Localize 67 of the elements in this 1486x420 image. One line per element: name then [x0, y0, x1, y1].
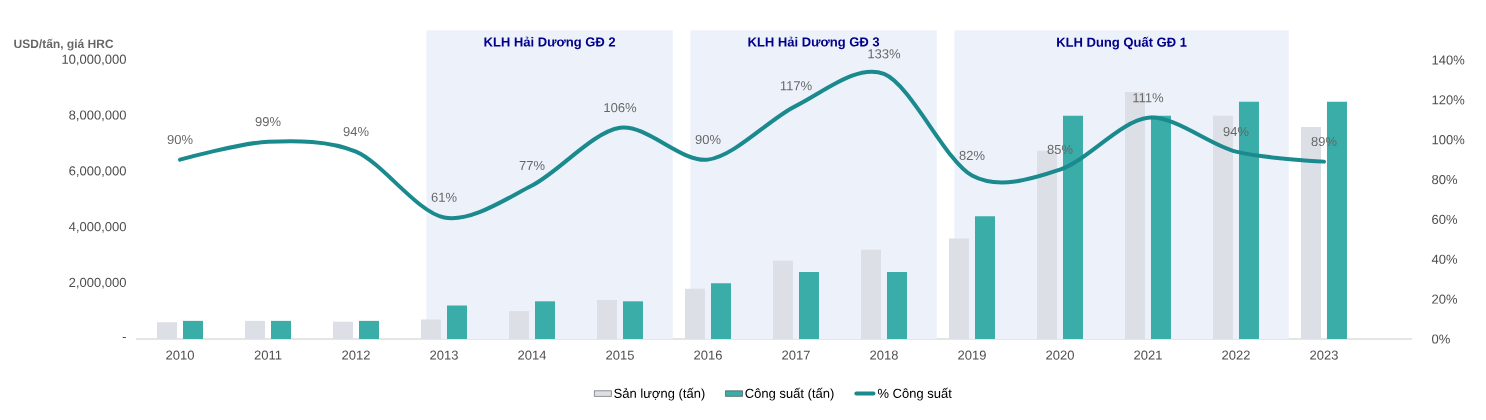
bar	[183, 320, 204, 339]
y-tick-label: 2,000,000	[69, 277, 126, 289]
y-tick-label: 4,000,000	[68, 222, 126, 233]
data-label: 61%	[431, 192, 457, 202]
y-tick-label: 6,000,000	[69, 166, 126, 177]
y-tick-label: -	[122, 337, 126, 339]
band-label: KLH Hải Dương GĐ 2	[484, 36, 616, 50]
y2-tick-label: 20%	[1432, 294, 1458, 304]
data-label: 94%	[343, 126, 369, 137]
x-tick-label: 2018	[870, 350, 898, 360]
bar	[623, 301, 643, 339]
y2-tick-label: 40%	[1431, 254, 1458, 264]
data-label: 90%	[167, 134, 193, 145]
x-tick-label: 2014	[518, 350, 547, 360]
bar	[421, 319, 442, 339]
bar	[447, 305, 468, 339]
legend-label: % Công suất	[877, 387, 952, 401]
y2-tick-label: 80%	[1432, 174, 1458, 185]
x-tick-label: 2017	[782, 350, 810, 360]
data-label: 117%	[780, 81, 812, 91]
bar	[711, 283, 731, 339]
y2-tick-label: 100%	[1432, 135, 1465, 145]
bar	[535, 301, 556, 339]
x-tick-label: 2012	[342, 350, 370, 360]
bar	[157, 322, 178, 339]
x-tick-label: 2015	[606, 350, 634, 360]
x-tick-label: 2011	[254, 350, 282, 360]
y2-tick-label: 120%	[1432, 95, 1465, 105]
y2-tick-label: 0%	[1432, 334, 1450, 344]
data-label: 111%	[1133, 93, 1164, 103]
bar	[861, 249, 881, 339]
bar	[887, 272, 907, 339]
x-tick-label: 2019	[958, 350, 986, 360]
data-label: 82%	[959, 150, 985, 161]
x-tick-label: 2021	[1134, 350, 1162, 360]
x-tick-label: 2013	[430, 350, 458, 360]
legend-label: Sản lượng (tấn)	[614, 387, 705, 401]
bar	[974, 216, 995, 339]
x-tick-label: 2020	[1046, 350, 1074, 360]
data-label: 133%	[868, 49, 901, 59]
bar	[773, 260, 793, 339]
bar	[359, 320, 380, 339]
x-tick-label: 2010	[166, 350, 194, 360]
data-label: 99%	[255, 116, 281, 127]
x-tick-label: 2023	[1310, 350, 1338, 360]
band-label: KLH Dung Quất GĐ 1	[1057, 36, 1187, 50]
x-tick-label: 2022	[1222, 350, 1250, 360]
y2-tick-label: 60%	[1432, 214, 1458, 225]
data-label: 77%	[519, 160, 545, 171]
bar	[597, 299, 617, 339]
y-axis-title: USD/tấn, giá HRC	[14, 38, 114, 51]
bar	[509, 311, 530, 339]
bar	[799, 272, 819, 339]
bar	[333, 321, 354, 339]
bar	[685, 288, 705, 339]
y-tick-label: 8,000,000	[69, 110, 126, 122]
bar	[1150, 115, 1171, 339]
band-label: KLH Hải Dương GĐ 3	[748, 36, 880, 50]
bar	[245, 320, 266, 339]
bar	[271, 320, 292, 339]
data-label: 106%	[604, 103, 637, 113]
x-tick-label: 2016	[694, 350, 722, 360]
bar	[948, 238, 969, 339]
legend-label: Công suất (tấn)	[745, 387, 834, 401]
y-tick-label: 10,000,000	[62, 54, 126, 66]
y2-tick-label: 140%	[1432, 55, 1465, 65]
data-label: 90%	[695, 134, 721, 145]
